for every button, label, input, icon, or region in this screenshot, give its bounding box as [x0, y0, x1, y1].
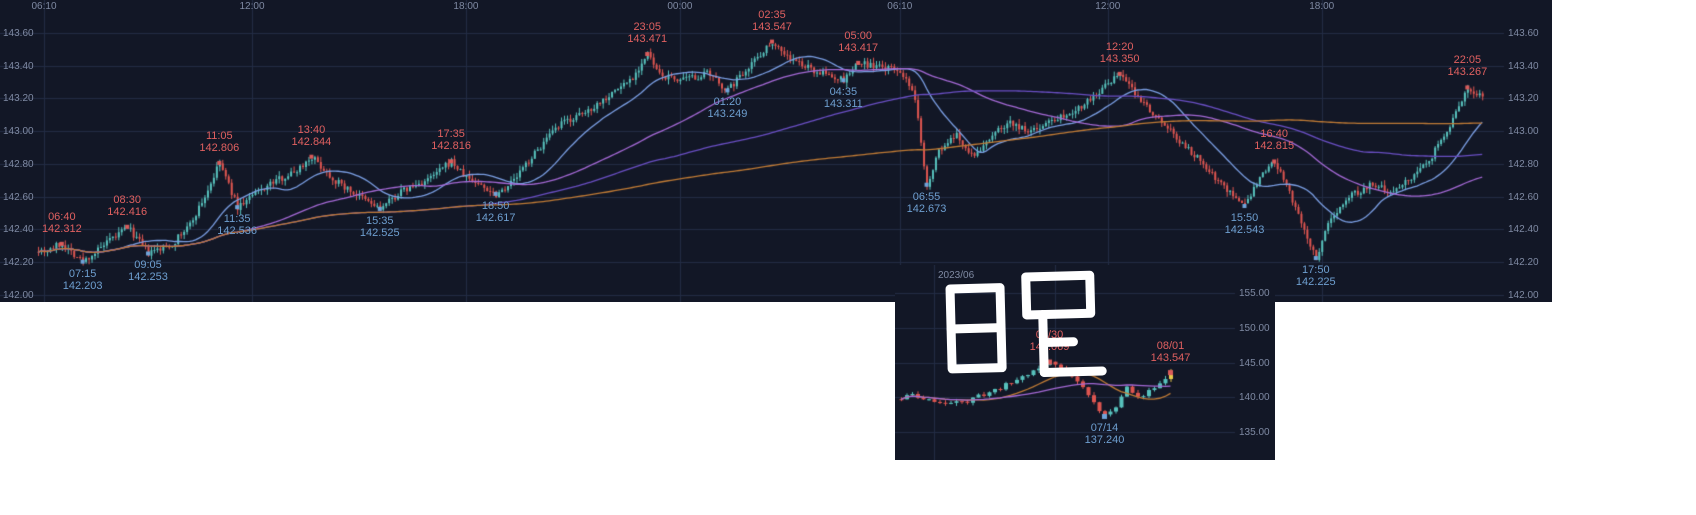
handwritten-daily-label-icon — [945, 270, 1107, 378]
intraday-chart-canvas[interactable] — [0, 0, 1552, 302]
intraday-chart-panel: 143.60 143.60 143.40 143.40 143.20 143.20 143.… — [0, 0, 1552, 302]
daily-chart-canvas[interactable] — [895, 265, 1275, 460]
daily-chart-panel: 155.00 150.00 145.00 140.00 135.00 2023/06 06/… — [895, 265, 1275, 460]
